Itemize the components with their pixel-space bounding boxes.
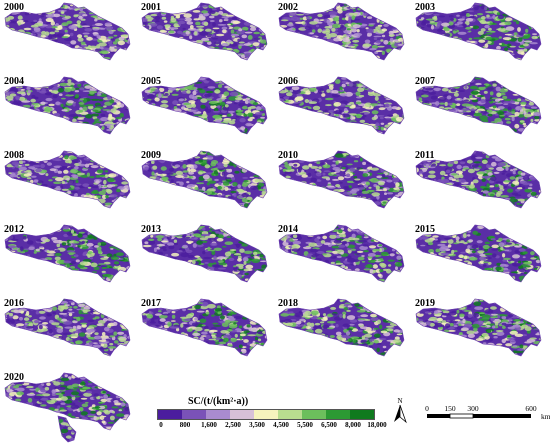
sc-map-2020 (4, 372, 131, 443)
legend-swatch (230, 410, 254, 419)
sc-map-2003 (415, 2, 542, 61)
map-panel-2014: 2014 (276, 224, 411, 297)
map-panel-2007: 2007 (413, 76, 548, 149)
legend-swatch (326, 410, 350, 419)
legend-tick-label: 4,500 (273, 421, 289, 429)
year-label: 2012 (4, 224, 24, 235)
map-panel-2015: 2015 (413, 224, 548, 297)
scale-unit-label: km (541, 412, 550, 421)
year-label: 2017 (141, 298, 161, 309)
map-panel-2003: 2003 (413, 2, 548, 75)
year-label: 2009 (141, 150, 161, 161)
legend-color-bar (157, 409, 375, 420)
sc-map-2008 (4, 150, 131, 209)
legend-tick-label: 8,000 (345, 421, 361, 429)
year-label: 2013 (141, 224, 161, 235)
legend-swatch (278, 410, 302, 419)
map-panel-2006: 2006 (276, 76, 411, 149)
sc-map-2007 (415, 76, 542, 135)
sc-map-2011 (415, 150, 542, 209)
sc-map-2016 (4, 298, 131, 357)
year-label: 2020 (4, 372, 24, 383)
north-label: N (397, 397, 402, 405)
legend-swatch (206, 410, 230, 419)
sc-map-2015 (415, 224, 542, 283)
north-arrow-icon: N (394, 397, 407, 424)
map-panel-2005: 2005 (139, 76, 274, 149)
year-label: 2002 (278, 2, 298, 13)
year-label: 2010 (278, 150, 298, 161)
year-label: 2011 (415, 150, 435, 161)
year-label: 2000 (4, 2, 24, 13)
legend-swatch (302, 410, 326, 419)
legend-swatch (350, 410, 374, 419)
map-panel-2012: 2012 (2, 224, 137, 297)
map-panel-2001: 2001 (139, 2, 274, 75)
sc-map-2002 (278, 2, 405, 61)
scale-tick-label: 0 (425, 404, 429, 413)
sc-map-2019 (415, 298, 542, 357)
legend-swatch (182, 410, 206, 419)
scale-tick-label: 300 (467, 404, 479, 413)
legend-tick-label: 800 (179, 421, 191, 429)
year-label: 2001 (141, 2, 161, 13)
map-panel-2017: 2017 (139, 298, 274, 371)
year-label: 2019 (415, 298, 435, 309)
sc-map-2017 (141, 298, 268, 357)
map-panel-2016: 2016 (2, 298, 137, 371)
year-label: 2005 (141, 76, 161, 87)
sc-map-2001 (141, 2, 268, 61)
sc-map-2013 (141, 224, 268, 283)
year-label: 2015 (415, 224, 435, 235)
sc-map-2006 (278, 76, 405, 135)
sc-map-2012 (4, 224, 131, 283)
year-label: 2007 (415, 76, 435, 87)
legend-tick-label: 0 (159, 421, 163, 429)
map-panel-2019: 2019 (413, 298, 548, 371)
map-panel-2004: 2004 (2, 76, 137, 149)
map-panel-2018: 2018 (276, 298, 411, 371)
scale-tick-label: 150 (444, 404, 456, 413)
legend-tick-label: 2,500 (225, 421, 241, 429)
sc-map-2004 (4, 76, 131, 135)
legend-title: SC/(t/(km²·a)) (188, 396, 249, 407)
legend-tick-label: 5,500 (297, 421, 313, 429)
year-label: 2018 (278, 298, 298, 309)
year-label: 2003 (415, 2, 435, 13)
map-panel-2010: 2010 (276, 150, 411, 223)
year-label: 2004 (4, 76, 24, 87)
legend-tick-label: 3,500 (249, 421, 265, 429)
sc-map-2005 (141, 76, 268, 135)
year-label: 2014 (278, 224, 298, 235)
sc-map-2010 (278, 150, 405, 209)
legend-tick-label: 18,000 (367, 421, 387, 429)
year-label: 2008 (4, 150, 24, 161)
sc-map-2009 (141, 150, 268, 209)
scale-tick-label: 600 (525, 404, 537, 413)
legend-swatch (158, 410, 182, 419)
scale-bar: 0 150 300 600 km (425, 404, 550, 421)
year-label: 2016 (4, 298, 24, 309)
sc-map-2018 (278, 298, 405, 357)
map-panel-2011: 2011 (413, 150, 548, 223)
map-panel-2013: 2013 (139, 224, 274, 297)
map-panel-2020: 2020 (2, 372, 137, 445)
map-panel-2002: 2002 (276, 2, 411, 75)
legend-tick-label: 6,500 (321, 421, 337, 429)
sc-map-2000 (4, 2, 131, 61)
map-panel-2009: 2009 (139, 150, 274, 223)
map-panel-2008: 2008 (2, 150, 137, 223)
legend-swatch (254, 410, 278, 419)
legend-tick-label: 1,600 (201, 421, 217, 429)
map-panel-2000: 2000 (2, 2, 137, 75)
sc-map-2014 (278, 224, 405, 283)
year-label: 2006 (278, 76, 298, 87)
